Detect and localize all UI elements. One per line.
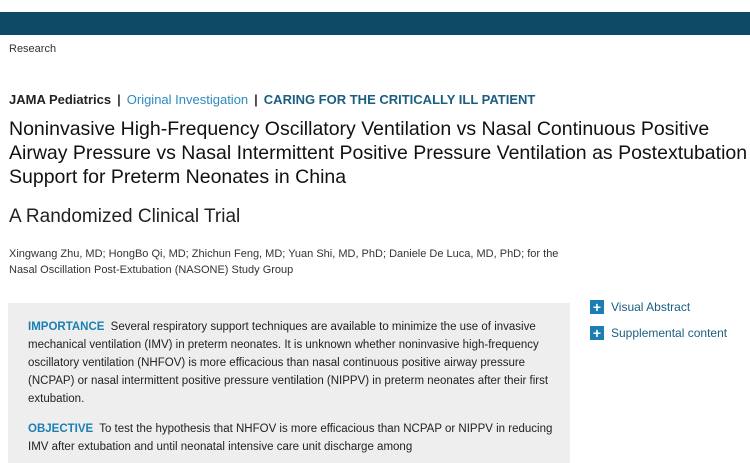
objective-text: To test the hypothesis that NHFOV is mor… [28,423,553,453]
supplemental-content-label: Supplemental content [611,326,728,340]
article-subtitle: A Randomized Clinical Trial [9,206,241,227]
separator: | [254,92,258,107]
section-label: Research [9,43,57,55]
importance-text: Several respiratory support techniques a… [28,321,549,405]
plus-icon: + [590,326,604,340]
abstract-panel: IMPORTANCE Several respiratory support t… [8,303,570,463]
journal-name[interactable]: JAMA Pediatrics [9,92,112,107]
article-category[interactable]: CARING FOR THE CRITICALLY ILL PATIENT [263,92,536,107]
objective-heading: OBJECTIVE [28,423,94,435]
abstract-importance: IMPORTANCE Several respiratory support t… [28,318,558,408]
abstract-objective: OBJECTIVE To test the hypothesis that NH… [28,420,558,456]
author-list[interactable]: Xingwang Zhu, MD; HongBo Qi, MD; Zhichun… [9,248,559,276]
visual-abstract-label: Visual Abstract [611,300,691,314]
article-type[interactable]: Original Investigation [126,92,249,107]
supplemental-content-link[interactable]: + Supplemental content [590,326,727,340]
article-title: Noninvasive High-Frequency Oscillatory V… [9,118,748,188]
separator: | [117,92,121,107]
visual-abstract-link[interactable]: + Visual Abstract [590,300,690,314]
plus-icon: + [590,300,604,314]
importance-heading: IMPORTANCE [28,321,105,333]
journal-line: JAMA Pediatrics | Original Investigation | C… [9,92,535,107]
top-banner [0,12,750,35]
